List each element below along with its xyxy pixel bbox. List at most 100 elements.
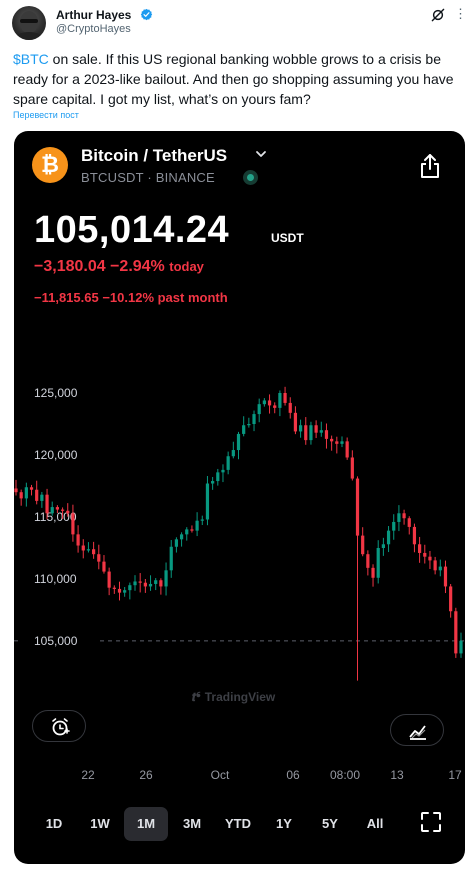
- compare-button[interactable]: [390, 714, 444, 746]
- pair-title[interactable]: Bitcoin / TetherUS: [81, 146, 228, 165]
- timeframe-1m[interactable]: 1M: [124, 807, 168, 841]
- market-open-indicator: [243, 170, 258, 185]
- candle-body: [335, 441, 339, 444]
- timeframe-1y[interactable]: 1Y: [276, 816, 292, 831]
- chevron-down-icon[interactable]: [255, 148, 267, 160]
- tweet-text: $BTC on sale. If this US regional bankin…: [13, 49, 465, 109]
- candle-body: [361, 535, 365, 555]
- x-label: 22: [81, 768, 95, 782]
- btc-logo-icon: ₿: [32, 147, 68, 183]
- tweet-body: on sale. If this US regional banking wob…: [13, 51, 454, 107]
- candle-body: [14, 488, 18, 493]
- candle-body: [273, 405, 277, 408]
- x-label: 08:00: [329, 768, 361, 782]
- candle-body: [454, 611, 458, 654]
- candle-body: [128, 585, 132, 591]
- candle-body: [298, 425, 303, 432]
- more-icon[interactable]: ⋮: [454, 6, 468, 21]
- candlestick-chart[interactable]: 125,000 120,000 115,000 110,000 105,000: [14, 363, 465, 743]
- timeframe-3m[interactable]: 3M: [182, 816, 202, 831]
- current-price: 105,014.24: [34, 209, 230, 251]
- timeframe-1w[interactable]: 1W: [90, 816, 110, 831]
- candle-body: [40, 494, 44, 501]
- x-label: 13: [390, 768, 404, 782]
- candle-body: [350, 457, 354, 479]
- timeframe-all[interactable]: All: [366, 816, 384, 831]
- timeframe-selector: 1D 1W 1M 3M YTD 1Y 5Y All: [14, 807, 465, 841]
- candle-body: [123, 590, 127, 593]
- candle-body: [190, 529, 194, 531]
- y-tick-label: 115,000: [34, 510, 77, 524]
- candle-body: [195, 520, 199, 531]
- candle-body: [355, 478, 360, 536]
- candle-body: [133, 581, 137, 586]
- candle-body: [438, 566, 442, 571]
- candle-body: [29, 487, 34, 490]
- x-label: 26: [139, 768, 153, 782]
- cashtag-link[interactable]: $BTC: [13, 51, 49, 67]
- verified-badge-icon: [140, 8, 153, 21]
- candle-body: [371, 567, 375, 578]
- pair-subtitle: BTCUSDT · BINANCE: [81, 170, 215, 185]
- candle-body: [267, 400, 272, 406]
- candle-body: [407, 518, 411, 527]
- candle-body: [459, 640, 463, 654]
- candle-body: [154, 580, 158, 584]
- candle-body: [185, 529, 189, 535]
- candle-body: [216, 472, 220, 482]
- price-unit: USDT: [271, 231, 304, 245]
- candle-body: [428, 556, 432, 561]
- chart-compare-icon: [409, 725, 426, 740]
- alarm-add-icon: [52, 718, 70, 736]
- fullscreen-icon[interactable]: [419, 810, 443, 834]
- share-icon[interactable]: [419, 153, 441, 179]
- timeframe-ytd[interactable]: YTD: [225, 816, 251, 831]
- candle-body: [412, 526, 417, 545]
- chart-card[interactable]: ₿ Bitcoin / TetherUS BTCUSDT · BINANCE 1…: [14, 131, 465, 864]
- candle-body: [381, 544, 385, 548]
- translate-link[interactable]: Перевести пост: [13, 110, 79, 120]
- candle-body: [107, 571, 111, 588]
- candle-body: [226, 456, 230, 470]
- candle-body: [449, 586, 453, 612]
- author-handle[interactable]: @CryptoHayes: [56, 23, 131, 35]
- x-label: 17: [448, 768, 462, 782]
- tweet-header: Arthur Hayes @CryptoHayes ⋮: [12, 4, 467, 44]
- candle-body: [112, 587, 116, 589]
- candle-body: [324, 430, 329, 439]
- change-today: −3,180.04 −2.94% today: [34, 258, 204, 276]
- candle-body: [402, 513, 406, 519]
- candle-body: [92, 549, 96, 555]
- candle-body: [179, 534, 184, 540]
- y-tick-label: 110,000: [34, 572, 77, 586]
- candle-body: [423, 552, 427, 557]
- candle-body: [376, 548, 380, 578]
- candle-body: [55, 507, 59, 510]
- candle-body: [386, 530, 391, 545]
- timeframe-5y[interactable]: 5Y: [322, 816, 338, 831]
- candle-body: [278, 393, 282, 408]
- candle-body: [443, 566, 448, 587]
- author-name[interactable]: Arthur Hayes: [56, 8, 132, 22]
- candle-body: [288, 402, 292, 413]
- candle-body: [19, 492, 23, 499]
- change-today-values: −3,180.04 −2.94%: [34, 258, 165, 275]
- candle-body: [117, 588, 122, 593]
- candle-body: [392, 521, 396, 531]
- candle-body: [314, 425, 318, 433]
- add-alert-button[interactable]: [32, 710, 86, 742]
- grok-icon[interactable]: [430, 7, 446, 23]
- candle-body: [164, 570, 168, 587]
- candle-body: [50, 507, 54, 514]
- candle-body: [231, 450, 235, 457]
- candle-body: [76, 534, 80, 546]
- watermark-text: TradingView: [204, 690, 276, 704]
- change-past-month: −11,815.65 −10.12% past month: [34, 290, 228, 305]
- candle-body: [366, 554, 370, 568]
- avatar[interactable]: [12, 6, 46, 40]
- y-tick-label: 125,000: [34, 386, 78, 400]
- timeframe-1d[interactable]: 1D: [45, 816, 63, 831]
- candle-body: [35, 489, 39, 501]
- candle-body: [293, 412, 298, 432]
- candle-body: [252, 414, 256, 424]
